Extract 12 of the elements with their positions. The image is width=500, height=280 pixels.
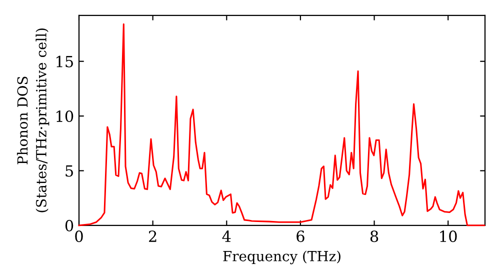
y-tick-label: 5	[66, 165, 73, 177]
y-axis-title: Phonon DOS (States/THz·primitive cell)	[16, 28, 50, 212]
x-tick-label: 0	[75, 230, 83, 242]
x-tick-label: 6	[296, 230, 304, 242]
y-tick-label: 10	[56, 110, 74, 122]
x-tick-label: 2	[148, 230, 156, 242]
y-tick-label: 15	[56, 56, 73, 68]
y-tick-label: 0	[65, 220, 74, 232]
x-tick-label: 10	[440, 230, 457, 242]
x-tick-label: 4	[222, 230, 231, 242]
x-axis-title: Frequency (THz)	[223, 250, 340, 264]
x-tick-label: 8	[370, 230, 378, 242]
